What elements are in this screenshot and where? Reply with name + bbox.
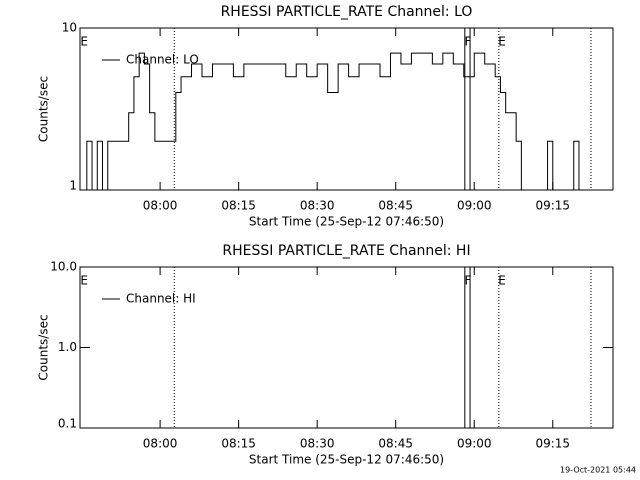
x-tick-label: 08:30 bbox=[300, 199, 335, 213]
annotation: E bbox=[498, 35, 506, 49]
annotation: E bbox=[498, 274, 506, 288]
y-tick-label: 1.0 bbox=[58, 340, 77, 354]
x-tick-label: 08:00 bbox=[143, 199, 178, 213]
plot-frame bbox=[79, 27, 614, 191]
y-tick-label: 10.0 bbox=[50, 260, 77, 274]
chart-title: RHESSI PARTICLE_RATE Channel: HI bbox=[222, 243, 470, 259]
data-line bbox=[81, 52, 595, 191]
x-tick-label: 09:15 bbox=[535, 437, 570, 451]
legend-label: Channel: HI bbox=[126, 292, 196, 306]
x-tick-label: 08:00 bbox=[143, 437, 178, 451]
y-axis-label: Counts/sec bbox=[37, 76, 51, 142]
x-tick-label: 08:45 bbox=[378, 437, 413, 451]
x-tick-label: 08:15 bbox=[221, 199, 256, 213]
annotation: F bbox=[465, 274, 472, 288]
x-axis-label: Start Time (25-Sep-12 07:46:50) bbox=[249, 215, 444, 229]
annotation: E bbox=[80, 274, 88, 288]
annotation: F bbox=[465, 35, 472, 49]
y-tick-label: 1 bbox=[69, 179, 77, 193]
y-tick-label: 10 bbox=[62, 21, 77, 35]
annotation: E bbox=[80, 35, 88, 49]
x-tick-label: 08:30 bbox=[300, 437, 335, 451]
legend-label: Channel: LO bbox=[126, 53, 199, 67]
x-axis-label: Start Time (25-Sep-12 07:46:50) bbox=[249, 453, 444, 467]
x-tick-label: 08:15 bbox=[221, 437, 256, 451]
timestamp: 19-Oct-2021 05:44 bbox=[560, 466, 636, 475]
y-axis-label: Counts/sec bbox=[37, 314, 51, 380]
x-tick-label: 08:45 bbox=[378, 199, 413, 213]
x-tick-label: 09:00 bbox=[457, 437, 492, 451]
x-tick-label: 09:15 bbox=[535, 199, 570, 213]
y-tick-label: 0.1 bbox=[58, 417, 77, 431]
chart-title: RHESSI PARTICLE_RATE Channel: LO bbox=[221, 4, 473, 20]
x-tick-label: 09:00 bbox=[457, 199, 492, 213]
